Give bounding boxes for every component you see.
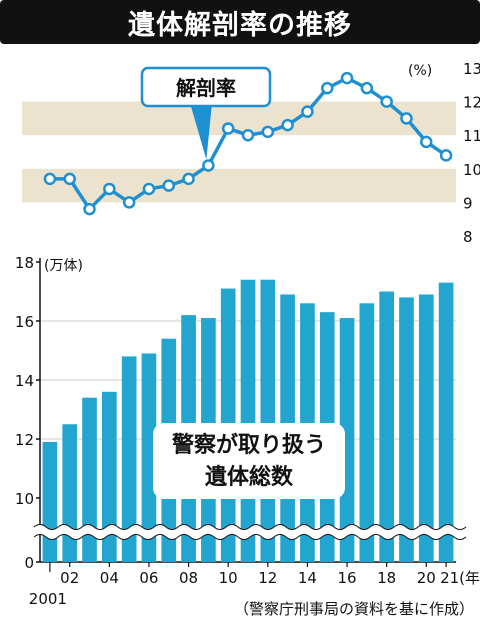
y-tick-label-right: 9 [463,194,473,212]
y-tick-label-right: 10 [463,161,480,179]
bar [62,424,78,562]
data-point [122,196,136,209]
x-tick-label: 20 [417,569,436,587]
y-tick-label-right: 11 [463,127,480,145]
y-tick-label-left: 14 [15,372,34,390]
x-tick-label: 04 [100,569,119,587]
data-point [162,179,176,192]
data-point [261,125,275,139]
y-tick-label-right: 8 [463,228,473,246]
y-tick-label-left: 10 [15,490,34,508]
bar [359,303,375,562]
x-tick-label: 12 [258,569,277,587]
data-point [103,182,116,196]
bar [339,318,355,562]
data-point [221,122,235,135]
bar [240,279,256,562]
series-label-autopsy-rate: 解剖率 [176,76,236,100]
axis-break-line-bottom [33,534,467,540]
data-point [63,172,76,186]
bar [379,291,394,562]
data-point [320,81,334,95]
data-point [400,112,413,125]
bar [82,397,97,562]
x-tick-label: 06 [139,569,158,587]
bar [418,294,434,562]
bar [121,356,137,562]
bar [260,279,276,562]
source-note: （警察庁刑事局の資料を基に作成） [233,600,474,618]
series-label-line-1: 警察が取り扱う [171,432,326,458]
data-point [142,182,156,196]
data-point [301,105,314,118]
x-tick-label: 10 [219,569,238,587]
data-point [439,149,453,162]
x-tick-label: 21(年) [440,569,480,587]
data-point [281,118,294,132]
series-label-box [153,423,345,499]
data-point [43,172,57,186]
data-point [360,81,374,95]
y-tick-label-left: 18 [15,254,34,272]
x-tick-label: 16 [338,569,357,587]
x-tick-label: 14 [298,569,317,587]
unit-label-count: (万体) [44,258,83,274]
axis-break-band [31,525,469,539]
y-tick-label-left: 16 [15,313,34,331]
data-point [83,202,96,216]
data-point [241,128,255,142]
data-point [202,159,215,172]
callout-pointer [190,103,212,160]
y-tick-label-left: 12 [15,431,34,449]
y-tick-label-right: 12 [463,94,480,112]
axis-break-line-top [33,524,467,530]
bar [438,282,454,562]
x-tick-label: 08 [179,569,198,587]
x-tick-label: 18 [377,569,396,587]
data-point [340,71,354,85]
series-label-line-2: 遺体総数 [205,464,294,490]
y-tick-label-left: 0 [24,554,34,572]
background-band [22,168,456,203]
x-tick-label: 2001 [29,590,67,608]
y-tick-label-right: 13 [463,60,480,78]
unit-label-percent: (%) [408,63,432,79]
data-point [380,95,393,108]
callout-box [140,66,272,108]
title-banner: 遺体解剖率の推移 [0,0,480,44]
x-tick-label: 02 [60,569,79,587]
bar [399,297,414,562]
bar [42,441,58,562]
bar [141,353,157,562]
data-point [182,172,195,186]
chart-title: 遺体解剖率の推移 [128,9,352,41]
bar [102,391,117,562]
data-point [420,135,433,149]
